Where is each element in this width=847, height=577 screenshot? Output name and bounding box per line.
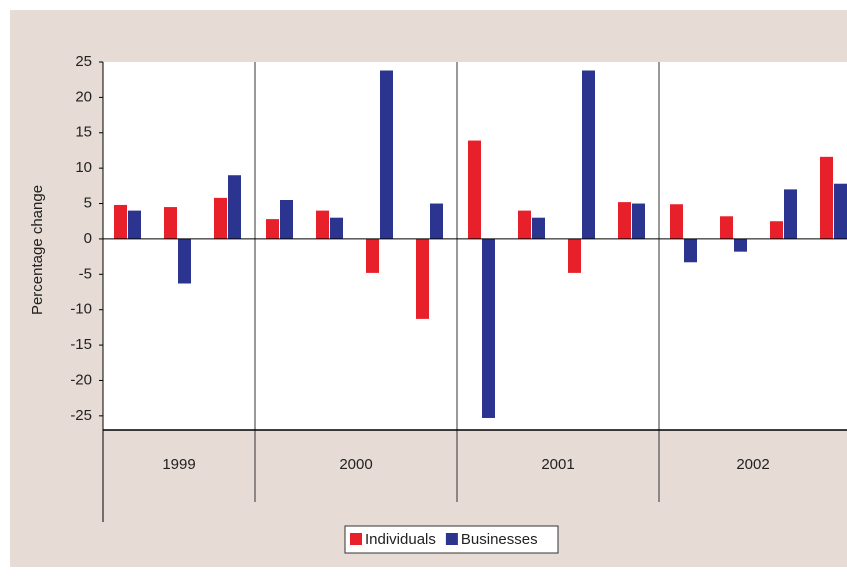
bar	[468, 140, 481, 239]
x-group-label: 2002	[736, 456, 769, 473]
legend-box	[344, 525, 559, 554]
bar	[214, 197, 227, 239]
y-tick-label: 5	[84, 195, 92, 212]
bar	[568, 238, 581, 273]
bar	[784, 189, 797, 239]
bar	[684, 238, 697, 263]
bar	[128, 210, 141, 239]
x-group-label: 2000	[339, 456, 372, 473]
bar	[330, 217, 343, 239]
bar	[178, 238, 191, 284]
legend-label: Individuals	[365, 531, 436, 548]
y-axis-title: Percentage change	[29, 185, 46, 315]
y-tick-label: 15	[75, 124, 92, 141]
y-tick-label: 10	[75, 159, 92, 176]
y-tick-label: -15	[70, 336, 92, 353]
bar	[114, 204, 127, 239]
bar	[532, 217, 545, 239]
legend-swatch	[445, 533, 458, 545]
legend: Individuals Businesses	[344, 525, 559, 554]
bar	[164, 207, 177, 239]
bar	[316, 210, 329, 239]
bar	[734, 238, 747, 252]
bar	[266, 219, 279, 239]
y-tick-label: 20	[75, 88, 92, 105]
bar	[416, 238, 429, 319]
bar	[430, 203, 443, 239]
x-group-label: 2001	[541, 456, 574, 473]
legend-label: Businesses	[461, 531, 538, 548]
y-tick-label: 0	[84, 230, 92, 247]
bar	[482, 238, 495, 418]
bar	[518, 210, 531, 239]
legend-swatch	[350, 533, 362, 545]
bar	[618, 202, 631, 239]
y-tick-label: -25	[70, 407, 92, 424]
bar	[834, 183, 847, 239]
y-tick-label: -20	[70, 371, 92, 388]
bar	[770, 221, 783, 239]
y-tick-label: 25	[75, 53, 92, 70]
bar	[820, 156, 833, 239]
plot-area	[103, 62, 847, 430]
bar	[380, 70, 393, 239]
bar	[632, 203, 645, 239]
bar	[720, 216, 733, 239]
bar	[280, 200, 293, 239]
bar	[670, 204, 683, 239]
y-tick-label: -10	[70, 301, 92, 318]
bar	[582, 70, 595, 239]
x-group-label: 1999	[162, 456, 195, 473]
bar	[228, 175, 241, 239]
bar	[366, 238, 379, 273]
y-tick-label: -5	[79, 265, 92, 282]
